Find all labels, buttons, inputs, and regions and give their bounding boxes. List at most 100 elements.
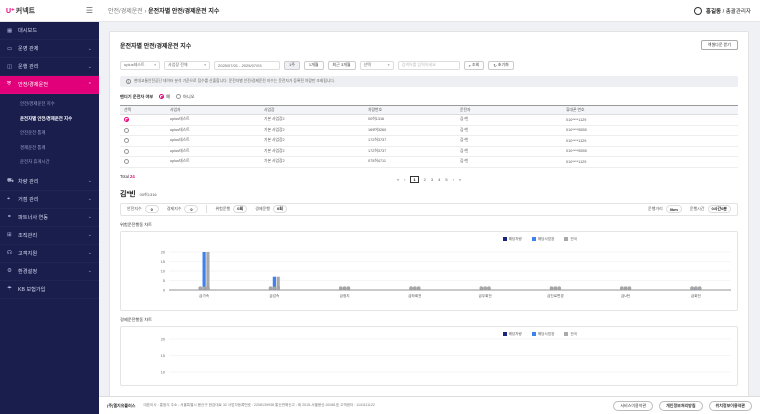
location-terms-button[interactable]: 위치정보이용약관 bbox=[708, 400, 752, 411]
page-title: 운전자별 안전/경제운전 지수 bbox=[120, 43, 192, 50]
hamburger-menu-icon[interactable]: ☰ bbox=[85, 6, 93, 15]
breadcrumb: 안전/경제운전 › 운전자별 안전/경제운전 지수 bbox=[108, 9, 220, 15]
bar-3 bbox=[206, 251, 210, 290]
terms-button[interactable]: 서비스이용약관 bbox=[613, 400, 654, 411]
sidebar-item-dashboard[interactable]: ▦ 대시보드 bbox=[0, 22, 99, 40]
row-site: 기본 사업장2 bbox=[260, 125, 364, 136]
sidebar-item-base[interactable]: ⌖ 거점 관리 ⌄ bbox=[0, 191, 99, 209]
gear-icon: ⚙ bbox=[7, 268, 12, 274]
row-company: uplus테스트 bbox=[166, 146, 260, 157]
sidebar-item-vehicle[interactable]: ⛟ 차량 관리 ⌄ bbox=[0, 173, 99, 191]
row-radio[interactable] bbox=[124, 159, 129, 165]
link-icon: ⚭ bbox=[7, 214, 12, 220]
row-radio[interactable] bbox=[124, 148, 129, 154]
table-row[interactable]: uplus테스트 기본 사업장2 172허3737 김*빈 010****112… bbox=[120, 135, 738, 147]
user-menu[interactable]: 홍길동 / 총괄관리자 bbox=[693, 6, 751, 15]
sidebar-item-org[interactable]: ⊞ 조직관리 ⌄ bbox=[0, 227, 99, 245]
row-radio[interactable] bbox=[124, 117, 129, 123]
row-radio-cell[interactable] bbox=[120, 125, 166, 136]
x-tick-label: 급U턴 bbox=[621, 293, 630, 298]
page-last-button[interactable]: » bbox=[458, 177, 462, 182]
sub-item-eco-stats[interactable]: 경제운전 통계 bbox=[20, 144, 46, 150]
radio-yes[interactable]: 예 bbox=[159, 94, 170, 100]
col-phone: 휴대폰 번호 bbox=[562, 105, 738, 115]
page-button[interactable]: 4 bbox=[438, 177, 441, 182]
legend-item[interactable]: 해당차량 bbox=[502, 332, 522, 337]
sub-item-driver-index[interactable]: 운전자별 안전/경제운전 지수 bbox=[20, 115, 73, 121]
table-row[interactable]: uplus테스트 기본 사업장2 00허1316 김*빈 010****1129 bbox=[120, 114, 738, 126]
row-radio[interactable] bbox=[124, 138, 129, 144]
search-button[interactable]: ⌕ 조회 bbox=[463, 60, 485, 70]
page-button[interactable]: 1 bbox=[410, 176, 419, 183]
driver-heading: 김*빈 00허1316 bbox=[120, 189, 738, 199]
reset-button[interactable]: ↻ 초기화 bbox=[488, 60, 514, 70]
sub-item-rest-time[interactable]: 운전자 휴게시간 bbox=[20, 159, 50, 165]
replacement-driver-label: 팬더기 운전자 여부 bbox=[120, 93, 154, 99]
bar-point-marker bbox=[268, 285, 273, 290]
logo[interactable]: U⁺커넥트 bbox=[6, 6, 35, 16]
row-plate: 075허4711 bbox=[364, 156, 456, 168]
search-type-select[interactable]: 선택 ▾ bbox=[359, 60, 394, 70]
sidebar-item-kb-insurance[interactable]: ☂ KB 보험가입 bbox=[0, 281, 99, 299]
breadcrumb-parent[interactable]: 안전/경제운전 bbox=[108, 9, 143, 15]
row-radio[interactable] bbox=[124, 127, 129, 133]
bar-point-marker bbox=[342, 285, 347, 290]
row-driver: 김*빈 bbox=[456, 135, 562, 147]
sidebar-item-label: 조직관리 bbox=[18, 232, 38, 239]
table-row[interactable]: uplus테스트 기본 사업장2 172허3737 김*빈 010****555… bbox=[120, 146, 738, 157]
top-header: 안전/경제운전 › 운전자별 안전/경제운전 지수 홍길동 / 총괄관리자 bbox=[99, 0, 760, 22]
sidebar-item-trip-management[interactable]: ◫ 운행 관리 ⌄ bbox=[0, 58, 99, 76]
sidebar-item-settings[interactable]: ⚙ 환경설정 ⌄ bbox=[0, 263, 99, 281]
driver-plate: 00허1316 bbox=[139, 191, 157, 197]
row-radio-cell[interactable] bbox=[120, 114, 166, 126]
row-phone: 010****1129 bbox=[562, 114, 738, 126]
excel-download-button[interactable]: 엑셀다운 받기 bbox=[700, 40, 738, 50]
sidebar-item-safety-eco[interactable]: ⛨ 안전/경제운전 ⌃ bbox=[0, 76, 99, 94]
page-button[interactable]: 2 bbox=[423, 177, 426, 182]
safety-index-value: 0 bbox=[144, 205, 159, 213]
site-select-value: uplus테스트 bbox=[124, 62, 145, 67]
page-first-button[interactable]: « bbox=[396, 177, 400, 182]
sub-item-safety-index[interactable]: 안전/경제운전 지수 bbox=[20, 101, 55, 107]
period-1week-button[interactable]: 1주 bbox=[284, 60, 300, 70]
row-radio-cell[interactable] bbox=[120, 156, 166, 168]
sub-item-safety-stats[interactable]: 안전운전 통계 bbox=[20, 130, 46, 136]
table-row[interactable]: uplus테스트 기본 사업장2 075허4711 김*빈 010****112… bbox=[120, 156, 738, 168]
search-icon: ⌕ bbox=[468, 62, 471, 68]
sidebar-item-support[interactable]: ☊ 고객지원 ⌄ bbox=[0, 245, 99, 263]
page-button[interactable]: 5 bbox=[445, 177, 448, 182]
row-plate: 172허3737 bbox=[364, 135, 456, 147]
site-select[interactable]: uplus테스트 ▾ bbox=[120, 60, 160, 70]
row-site: 기본 사업장2 bbox=[260, 156, 364, 168]
radio-no[interactable]: 아니오 bbox=[176, 94, 195, 100]
range-type-select[interactable]: 사업장 전체 ▾ bbox=[164, 60, 210, 70]
driver-table: 선택 사업자 사업장 차량번호 운전자 휴대폰 번호 uplus테스트 기본 사… bbox=[120, 105, 738, 168]
sidebar-item-label: KB 보험가입 bbox=[18, 286, 46, 293]
row-plate: 00허1316 bbox=[364, 114, 456, 126]
sidebar-item-partner[interactable]: ⚭ 파트너사 연동 ⌄ bbox=[0, 209, 99, 227]
sidebar-item-label: 거점 관리 bbox=[18, 196, 39, 203]
page-prev-button[interactable]: ‹ bbox=[404, 177, 406, 182]
legend-item[interactable]: 전국 bbox=[564, 332, 577, 337]
col-site: 사업장 bbox=[260, 105, 364, 115]
x-tick-label: 급회전 bbox=[691, 293, 701, 298]
bar-point-marker bbox=[202, 285, 206, 290]
bar-2 bbox=[202, 251, 206, 290]
row-radio-cell[interactable] bbox=[120, 135, 166, 147]
legend-swatch bbox=[531, 236, 536, 241]
legend-item[interactable]: 해당차량 bbox=[502, 237, 522, 242]
period-1month-button[interactable]: 1개월 bbox=[303, 60, 324, 70]
search-input[interactable]: 검색어를 입력하세요 bbox=[397, 60, 460, 70]
sidebar-item-operation-monitoring[interactable]: ▭ 운영 관제 ⌄ bbox=[0, 40, 99, 58]
grid-icon: ▦ bbox=[7, 27, 13, 34]
page-next-button[interactable]: › bbox=[452, 177, 454, 182]
period-3month-button[interactable]: 최근 3개월 bbox=[327, 60, 356, 70]
date-range-input[interactable]: 2025/07/01 - 2025/07/03 bbox=[214, 60, 280, 70]
row-radio-cell[interactable] bbox=[120, 146, 166, 157]
table-row[interactable]: uplus테스트 기본 사업장2 169머3260 김*빈 010****555… bbox=[120, 125, 738, 136]
legend-item[interactable]: 해당사업장 bbox=[531, 236, 554, 242]
legend-item[interactable]: 전국 bbox=[564, 237, 577, 242]
page-button[interactable]: 3 bbox=[430, 177, 434, 182]
legend-item[interactable]: 해당사업장 bbox=[531, 332, 554, 337]
privacy-button[interactable]: 개인정보처리방침 bbox=[659, 400, 703, 411]
